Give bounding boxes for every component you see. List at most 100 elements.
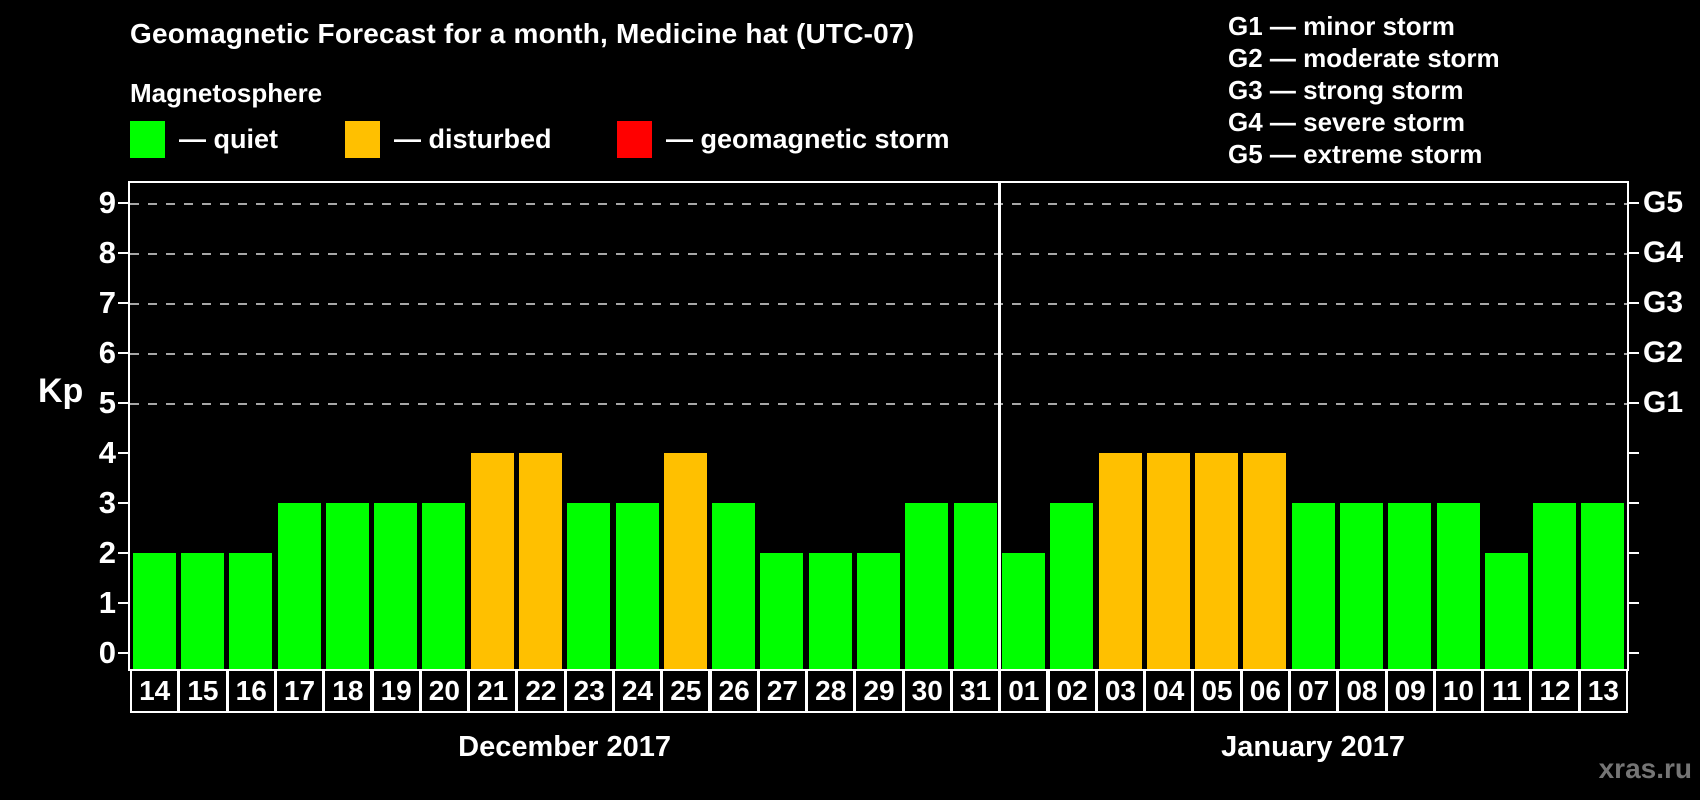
kp-tick-label-6: 6 xyxy=(98,335,116,370)
right-axis-tick-4 xyxy=(1629,452,1639,454)
kp-bar-january-08 xyxy=(1339,503,1383,669)
g2-legend-line: G2 — moderate storm xyxy=(1228,43,1500,73)
gridline-kp8 xyxy=(130,253,1627,255)
kp-bar-january-05 xyxy=(1195,453,1238,669)
g1-legend-line: G1 — minor storm xyxy=(1228,11,1455,41)
kp-bar-january-07 xyxy=(1291,503,1335,669)
right-axis-tick-0 xyxy=(1629,652,1639,654)
gridline-kp6 xyxy=(130,353,1627,355)
kp-bar-january-12 xyxy=(1533,503,1577,669)
day-cell-05: 05 xyxy=(1192,669,1242,713)
day-cell-16: 16 xyxy=(226,669,276,713)
kp-bar-december-26 xyxy=(712,503,756,669)
day-cell-15: 15 xyxy=(178,669,228,713)
day-cell-14: 14 xyxy=(130,669,180,713)
day-cell-29: 29 xyxy=(854,669,904,713)
quiet-color-swatch xyxy=(130,121,165,158)
day-cell-11: 11 xyxy=(1482,669,1532,713)
page-title: Geomagnetic Forecast for a month, Medici… xyxy=(130,18,915,49)
kp-tick-label-3: 3 xyxy=(98,485,116,520)
month-labels: December 2017 January 2017 xyxy=(0,731,1700,771)
g-axis-label-g1: G1 xyxy=(1643,386,1684,419)
g-axis-labels: G1 G2 G3 G4 G5 xyxy=(1643,183,1699,669)
day-cell-18: 18 xyxy=(323,669,373,713)
right-axis-tick-3 xyxy=(1629,502,1639,504)
left-axis-tick-1 xyxy=(118,602,128,604)
right-axis-tick-9 xyxy=(1629,202,1639,204)
day-cell-27: 27 xyxy=(757,669,808,713)
day-cell-09: 09 xyxy=(1385,669,1435,713)
day-cell-17: 17 xyxy=(274,669,325,713)
right-axis-tick-1 xyxy=(1629,602,1639,604)
day-cell-26: 26 xyxy=(709,669,759,713)
g-axis-label-g5: G5 xyxy=(1643,186,1684,219)
kp-bar-december-19 xyxy=(374,503,418,669)
day-cell-06: 06 xyxy=(1240,669,1290,713)
kp-bar-december-27 xyxy=(760,553,804,669)
kp-tick-label-2: 2 xyxy=(98,535,116,570)
legend-item-quiet: — quiet xyxy=(130,121,278,158)
kp-bar-december-14 xyxy=(132,553,176,669)
right-axis-tick-8 xyxy=(1629,252,1639,254)
kp-tick-label-7: 7 xyxy=(98,285,116,320)
day-cell-19: 19 xyxy=(371,669,421,713)
kp-tick-label-4: 4 xyxy=(98,435,116,470)
plot-area xyxy=(118,181,1639,671)
day-cell-25: 25 xyxy=(661,669,711,713)
day-cell-23: 23 xyxy=(564,669,614,713)
left-axis-tick-7 xyxy=(118,302,128,304)
disturbed-color-swatch xyxy=(345,121,380,158)
day-cell-01: 01 xyxy=(999,669,1049,713)
kp-bar-december-17 xyxy=(277,503,321,669)
day-axis: 14 15 16 17 18 19 20 21 22 23 24 25 26 27 28 29 30 31 01 02… xyxy=(130,669,1628,713)
g4-legend-line: G4 — severe storm xyxy=(1228,107,1466,137)
left-axis-tick-4 xyxy=(118,452,128,454)
legend-item-storm: — geomagnetic storm xyxy=(617,121,950,158)
right-axis-tick-6 xyxy=(1629,352,1639,354)
kp-bar-december-15 xyxy=(180,553,224,669)
day-cell-10: 10 xyxy=(1433,669,1484,713)
kp-bar-january-09 xyxy=(1388,503,1432,669)
right-axis-tick-7 xyxy=(1629,302,1639,304)
kp-bar-december-28 xyxy=(808,553,852,669)
right-axis-tick-5 xyxy=(1629,402,1639,404)
kp-tick-label-5: 5 xyxy=(98,385,116,420)
left-axis-tick-2 xyxy=(118,552,128,554)
kp-bar-january-01 xyxy=(1001,553,1045,669)
kp-bar-december-25 xyxy=(663,453,707,669)
kp-bar-december-22 xyxy=(519,453,562,669)
month-separator xyxy=(997,183,1001,669)
kp-bar-december-21 xyxy=(470,453,514,669)
kp-bar-december-31 xyxy=(953,503,997,669)
kp-bar-december-20 xyxy=(422,503,466,669)
day-cell-24: 24 xyxy=(612,669,663,713)
kp-bar-january-13 xyxy=(1581,503,1625,669)
kp-tick-label-8: 8 xyxy=(98,235,116,270)
day-cell-08: 08 xyxy=(1337,669,1387,713)
right-axis-tick-2 xyxy=(1629,552,1639,554)
month-label-january: January 2017 xyxy=(1221,731,1405,763)
day-cell-12: 12 xyxy=(1530,669,1580,713)
gridline-kp9 xyxy=(130,203,1627,205)
watermark: xras.ru xyxy=(1598,753,1692,784)
day-cell-21: 21 xyxy=(468,669,518,713)
day-cell-02: 02 xyxy=(1047,669,1097,713)
g-axis-label-g3: G3 xyxy=(1643,286,1684,319)
left-axis-tick-0 xyxy=(118,652,128,654)
day-cell-07: 07 xyxy=(1289,669,1339,713)
day-cell-30: 30 xyxy=(902,669,952,713)
g5-legend-line: G5 — extreme storm xyxy=(1228,139,1483,169)
left-axis-tick-6 xyxy=(118,352,128,354)
gridline-kp5 xyxy=(130,403,1627,405)
kp-axis-title: Kp xyxy=(38,372,84,410)
kp-tick-label-1: 1 xyxy=(98,585,116,620)
legend-label-disturbed: — disturbed xyxy=(394,124,552,154)
legend-label-quiet: — quiet xyxy=(179,124,278,154)
g-axis-label-g4: G4 xyxy=(1643,236,1684,269)
storm-color-swatch xyxy=(617,121,652,158)
kp-bar-january-06 xyxy=(1243,453,1287,669)
kp-bar-december-18 xyxy=(325,503,369,669)
kp-bar-january-03 xyxy=(1098,453,1142,669)
gridline-kp7 xyxy=(130,303,1627,305)
